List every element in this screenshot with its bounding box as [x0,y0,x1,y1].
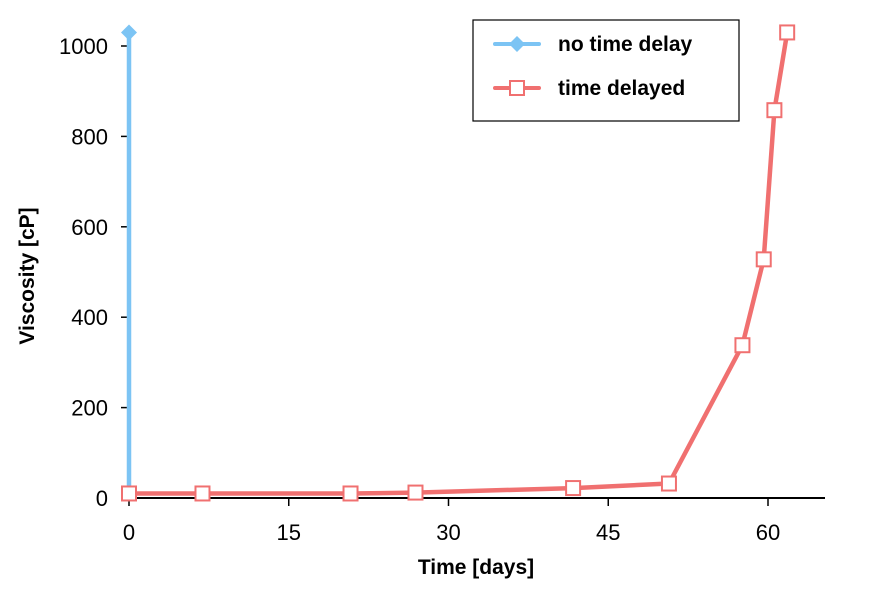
data-point-time-delayed [342,485,359,502]
data-point-time-delayed [755,251,772,268]
data-point-time-delayed [766,102,783,119]
legend: no time delay time delayed [472,19,740,122]
data-point-time-delayed [734,337,751,354]
data-point-time-delayed [407,484,424,501]
data-point-time-delayed [660,475,677,492]
x-tick-label: 30 [436,520,460,545]
y-tick-label: 200 [71,396,108,421]
x-tick-label: 60 [756,520,780,545]
y-tick-label: 600 [71,215,108,240]
legend-label-time-delayed: time delayed [558,77,685,100]
data-point-time-delayed [779,24,796,41]
legend-marker-no-time-delay [509,36,525,52]
y-axis-title: Viscosity [cP] [16,207,39,344]
legend-label-no-time-delay: no time delay [558,33,693,56]
data-point-time-delayed [194,485,211,502]
y-tick-label: 400 [71,305,108,330]
data-point-time-delayed [121,485,137,502]
x-tick-label: 15 [277,520,301,545]
x-tick-label: 45 [596,520,620,545]
y-tick-label: 0 [96,486,108,511]
data-point-time-delayed [565,480,582,497]
series-line-time-delayed [126,30,790,496]
data-point-no-time-delay [121,24,137,41]
x-tick-label: 0 [123,520,135,545]
x-axis-title: Time [days] [418,556,534,579]
series-layer [121,24,796,502]
y-tick-label: 800 [71,124,108,149]
y-tick-label: 1000 [59,34,108,59]
legend-marker-time-delayed [509,80,525,96]
